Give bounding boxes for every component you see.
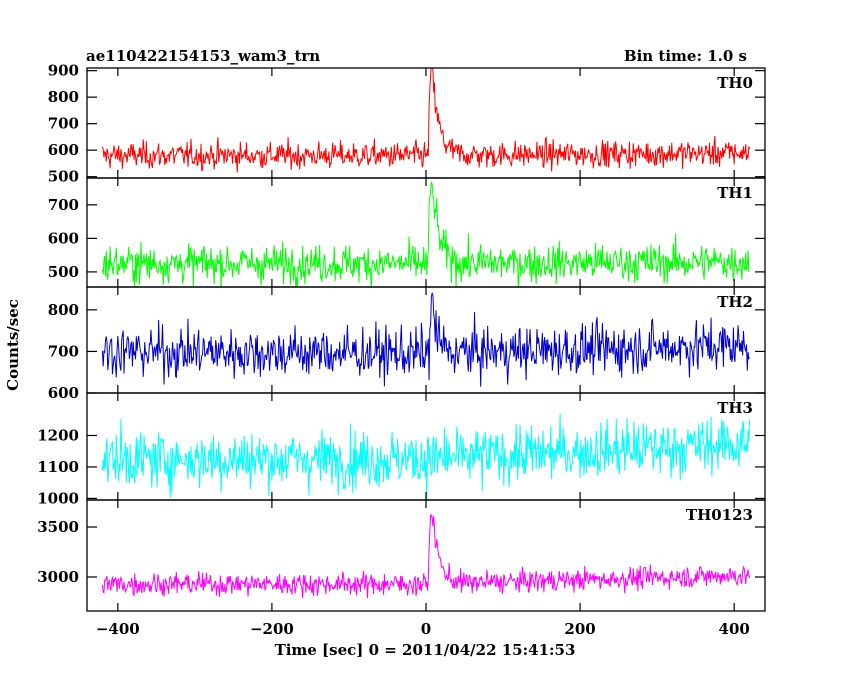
panel-frame <box>86 499 766 612</box>
series-th2 <box>101 291 750 387</box>
y-tick-label: 600 <box>48 384 79 402</box>
y-tick-label: 700 <box>48 342 79 360</box>
chart-title-right: Bin time: 1.0 s <box>624 47 747 65</box>
series-th3 <box>101 413 751 500</box>
x-tick-label: 400 <box>719 620 750 638</box>
x-axis-label: Time [sec] 0 = 2011/04/22 15:41:53 <box>275 641 576 659</box>
panels: 500 600 700 800 900 TH0 500 600 700 TH1 600 700 800 T… <box>37 62 766 612</box>
panel-name: TH3 <box>717 399 753 417</box>
y-tick-label: 1000 <box>37 489 79 507</box>
x-tick-label: −400 <box>96 620 140 638</box>
y-tick-label: 700 <box>48 196 79 214</box>
y-tick-label: 1200 <box>37 426 79 444</box>
x-tick-label: 0 <box>421 620 431 638</box>
y-tick-label: 3500 <box>37 518 79 536</box>
series-th1 <box>101 181 750 287</box>
y-tick-label: 800 <box>48 301 79 319</box>
y-tick-label: 500 <box>48 263 79 281</box>
panel-name: TH1 <box>717 184 753 202</box>
panel-th1: 500 600 700 TH1 <box>48 177 766 288</box>
x-tick-label: −200 <box>250 620 294 638</box>
y-tick-label: 900 <box>48 62 79 80</box>
panel-th0123: 3000 3500 TH0123 <box>37 499 766 612</box>
panel-th0: 500 600 700 800 900 TH0 <box>48 62 766 186</box>
x-tick-label: 200 <box>564 620 595 638</box>
series-th0123 <box>101 513 751 599</box>
y-tick-label: 600 <box>48 141 79 159</box>
chart-title-left: ae110422154153_wam3_trn <box>86 47 320 65</box>
series-th0 <box>101 68 751 173</box>
panel-name: TH2 <box>717 293 753 311</box>
y-tick-label: 700 <box>48 115 79 133</box>
panel-name: TH0123 <box>686 506 753 524</box>
x-axis: −400 −200 0 200 400 <box>96 620 750 638</box>
y-tick-label: 3000 <box>37 568 79 586</box>
y-axis-label: Counts/sec <box>4 299 22 391</box>
y-tick-label: 800 <box>48 88 79 106</box>
panel-name: TH0 <box>717 74 753 92</box>
y-tick-label: 500 <box>48 168 79 186</box>
panel-th3: 1000 1100 1200 TH3 <box>37 392 766 507</box>
y-tick-label: 600 <box>48 229 79 247</box>
y-tick-label: 1100 <box>37 458 79 476</box>
panel-th2: 600 700 800 TH2 <box>48 286 766 402</box>
